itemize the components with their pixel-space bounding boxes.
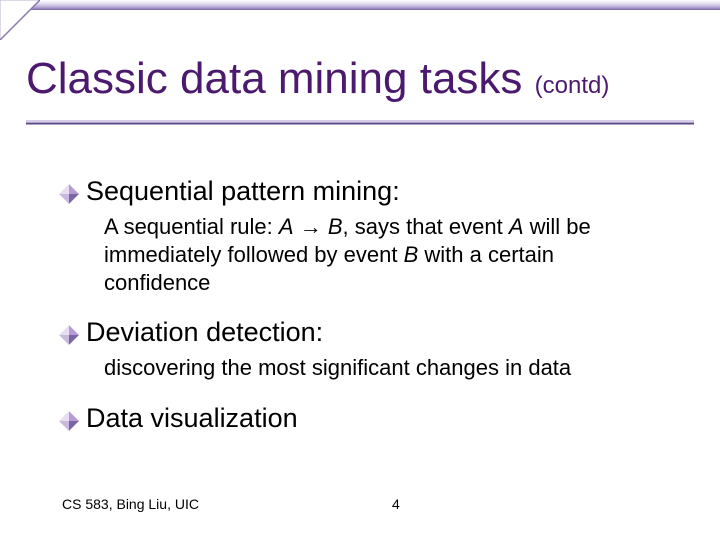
content-area: Sequential pattern mining: A sequential … <box>58 176 678 434</box>
bullet-heading: Data visualization <box>86 403 298 434</box>
page-number: 4 <box>392 496 400 512</box>
list-item: Data visualization <box>58 403 678 434</box>
bullet-subtext: A sequential rule: A → B, says that even… <box>104 213 664 297</box>
title-main: Classic data mining tasks <box>26 54 535 103</box>
bullet-heading: Sequential pattern mining: <box>86 176 400 207</box>
diamond-bullet-icon <box>58 410 80 432</box>
top-stripe <box>0 0 720 10</box>
slide-title: Classic data mining tasks (contd) <box>26 54 694 104</box>
footer: CS 583, Bing Liu, UIC 4 <box>62 496 662 512</box>
bullet-heading: Deviation detection: <box>86 317 323 348</box>
list-item: Deviation detection: <box>58 317 678 348</box>
footer-left: CS 583, Bing Liu, UIC <box>62 496 199 512</box>
title-underline <box>26 120 694 124</box>
list-item: Sequential pattern mining: <box>58 176 678 207</box>
title-sub: (contd) <box>535 72 610 99</box>
diamond-bullet-icon <box>58 183 80 205</box>
corner-fold <box>0 0 40 40</box>
bullet-subtext: discovering the most significant changes… <box>104 354 664 382</box>
diamond-bullet-icon <box>58 324 80 346</box>
